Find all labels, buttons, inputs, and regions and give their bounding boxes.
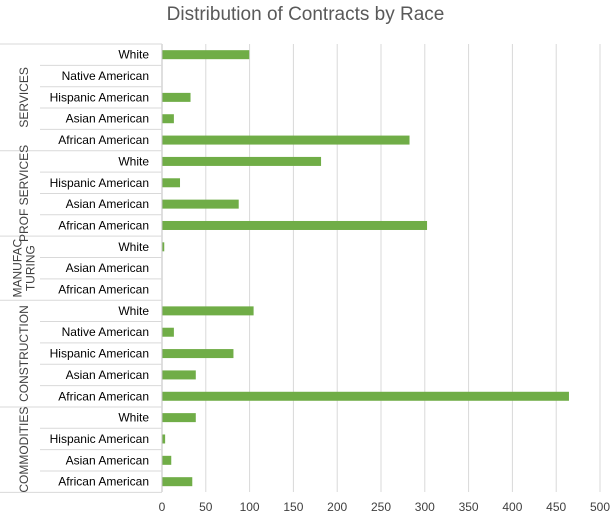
bar xyxy=(162,242,165,252)
chart-title: Distribution of Contracts by Race xyxy=(166,4,445,25)
x-tick-label: 50 xyxy=(199,500,213,514)
group-label: TURING xyxy=(24,245,38,291)
gridlines xyxy=(205,44,601,492)
category-label: Hispanic American xyxy=(50,347,149,361)
bar xyxy=(162,455,172,465)
x-tick-label: 400 xyxy=(502,500,522,514)
group-label: PROF SERVICES xyxy=(17,145,31,242)
bar xyxy=(162,220,428,230)
category-label: Asian American xyxy=(66,368,149,382)
category-label: Asian American xyxy=(66,261,149,275)
category-axis xyxy=(0,43,163,493)
category-label: African American xyxy=(58,475,149,489)
category-label: African American xyxy=(58,389,149,403)
category-label: White xyxy=(118,304,149,318)
bar xyxy=(162,50,250,60)
category-label: White xyxy=(118,240,149,254)
group-label: COMMODITIES xyxy=(17,407,31,493)
group-label: CONSTRUCTION xyxy=(17,305,31,402)
category-label: Asian American xyxy=(66,112,149,126)
bar xyxy=(162,327,174,337)
x-tick-label: 200 xyxy=(327,500,347,514)
bar xyxy=(162,306,254,316)
x-tick-label: 300 xyxy=(415,500,435,514)
x-tick-label: 100 xyxy=(240,500,260,514)
category-label: Hispanic American xyxy=(50,90,149,104)
category-label: Asian American xyxy=(66,453,149,467)
category-label: African American xyxy=(58,283,149,297)
bar xyxy=(162,178,181,188)
bar xyxy=(162,114,174,124)
x-tick-label: 450 xyxy=(546,500,566,514)
group-label: MANUFAC xyxy=(11,239,25,298)
category-label: Native American xyxy=(62,325,149,339)
x-tick-label: 150 xyxy=(283,500,303,514)
bar xyxy=(162,199,239,209)
x-tick-label: 250 xyxy=(371,500,391,514)
x-tick-label: 500 xyxy=(590,500,610,514)
bar xyxy=(162,156,322,166)
bar xyxy=(162,477,193,487)
bar xyxy=(162,391,569,401)
category-label: Hispanic American xyxy=(50,432,149,446)
group-label: SERVICES xyxy=(17,67,31,127)
bar xyxy=(162,349,234,359)
category-label: White xyxy=(118,154,149,168)
category-label: Hispanic American xyxy=(50,176,149,190)
x-tick-labels: 0 50 100 150 200 250 300 350 400 450 500 xyxy=(159,500,611,514)
bar xyxy=(162,413,196,423)
bar xyxy=(162,370,196,380)
bar xyxy=(162,92,191,102)
bars xyxy=(162,50,569,487)
category-labels: White Native American Hispanic American Asi… xyxy=(11,48,150,493)
category-label: Asian American xyxy=(66,197,149,211)
x-tick-label: 0 xyxy=(159,500,166,514)
category-label: African American xyxy=(58,133,149,147)
category-label: White xyxy=(118,411,149,425)
bar xyxy=(162,135,410,145)
category-label: African American xyxy=(58,218,149,232)
category-label: Native American xyxy=(62,69,149,83)
x-tick-label: 350 xyxy=(459,500,479,514)
category-label: White xyxy=(118,48,149,62)
bar xyxy=(162,434,166,444)
